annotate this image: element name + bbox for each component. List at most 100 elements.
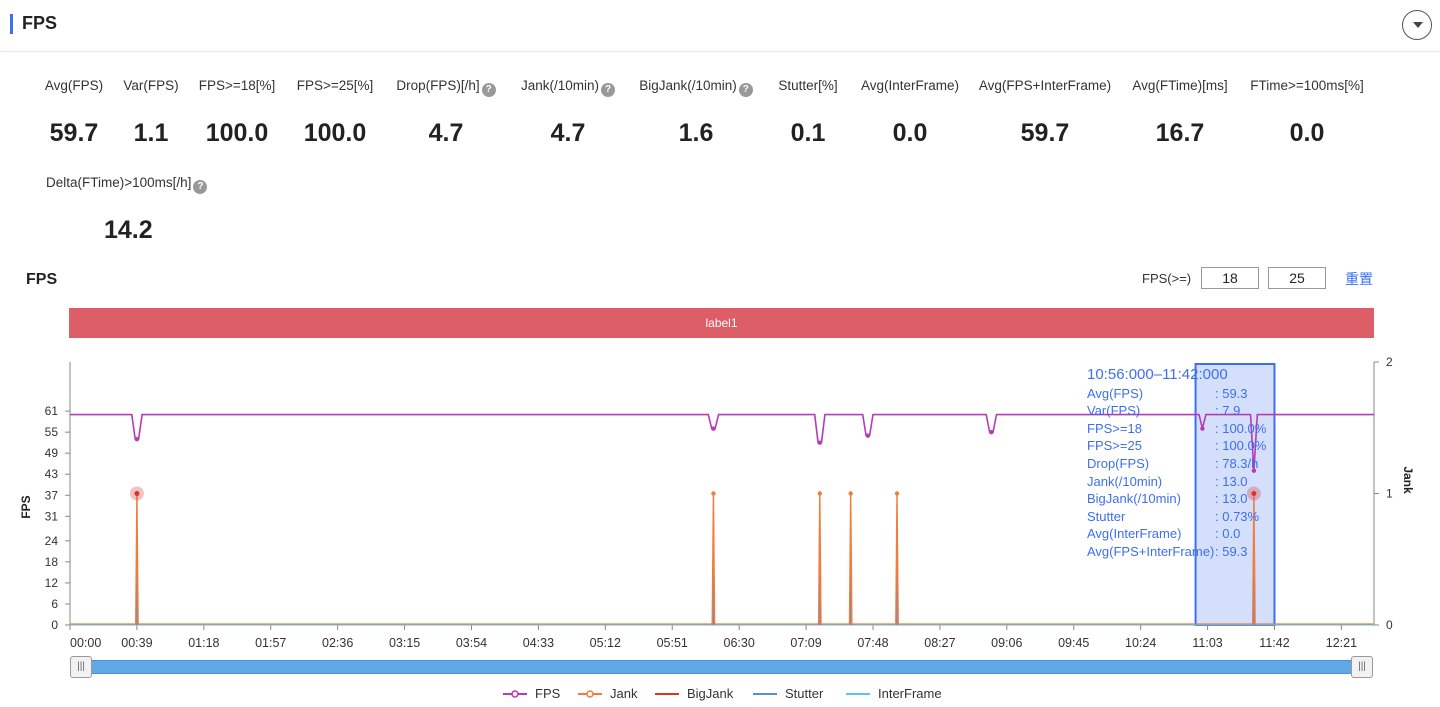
zoom-slider-left-handle[interactable]: ||| [70,656,92,678]
legend-line-icon [753,693,777,695]
fps-dip-point [711,426,716,431]
zoom-slider-track[interactable] [70,660,1373,674]
y-tick-label: 6 [51,597,58,611]
y-tick-label: 37 [45,488,59,502]
tooltip-row: Drop(FPS): 78.3/h [1087,455,1258,473]
x-tick-label: 12:21 [1326,636,1357,650]
tooltip-row: BigJank(/10min) : 13.0 [1087,490,1248,508]
metric-label-text: Avg(FTime)[ms] [1132,78,1228,93]
legend-line-icon [503,690,527,698]
tooltip-key: BigJank(/10min) [1087,491,1181,507]
x-tick-label: 01:18 [188,636,219,650]
y-tick-label: 61 [45,404,59,418]
legend-line-icon [578,690,602,698]
y-tick-label: 24 [45,534,59,548]
fps-dip-point [1200,426,1205,431]
metric-label-text: Avg(FPS) [44,78,104,93]
help-icon[interactable]: ? [193,180,208,194]
metric-value: 0.1 [790,119,826,147]
tooltip-row: Stutter: 0.73% [1087,508,1259,526]
help-icon[interactable]: ? [481,83,496,97]
fps-series-line [70,413,1374,471]
x-tick-label: 04:33 [523,636,554,650]
metric-1: Var(FPS) 1.1 [66,77,236,148]
header-accent-bar [10,14,13,34]
legend-line-icon [846,693,870,695]
x-tick-label: 07:09 [790,636,821,650]
metric-label-text: BigJank(/10min) [639,78,737,93]
metric-11: FTime>=100ms[%] 0.0 [1222,77,1392,148]
tooltip-value: : 78.3/h [1215,455,1259,471]
tooltip-row: Jank(/10min): 13.0 [1087,473,1248,491]
metric-value: 100.0 [205,119,269,147]
threshold-high-input[interactable] [1268,267,1326,289]
x-tick-label: 03:15 [389,636,420,650]
bigjank-point [134,491,140,496]
metric-label-text: Delta(FTime)>100ms[/h] [46,175,192,190]
x-tick-label: 09:45 [1058,636,1089,650]
metric-5: Jank(/10min)? 4.7 [483,77,653,148]
tooltip-value: : 100.0% [1215,438,1267,454]
jank-point [848,491,853,496]
tooltip-key: Jank(/10min) [1087,473,1163,489]
x-tick-label: 05:12 [590,636,621,650]
x-tick-label: 09:06 [991,636,1022,650]
tooltip-value: : 13.0 [1215,491,1248,507]
y-tick-label: 43 [45,467,59,481]
y2-tick-label: 2 [1386,355,1393,369]
help-icon[interactable]: ? [601,83,616,97]
y-tick-label: 12 [45,576,59,590]
metric-label-text: Avg(FPS+InterFrame) [978,78,1112,93]
metric-value: 14.2 [104,216,153,244]
page-title: FPS [22,13,58,33]
x-tick-label: 07:48 [857,636,888,650]
metric-label: Var(FPS) [66,77,236,95]
metric-label: Avg(FPS+InterFrame) [960,77,1130,95]
tooltip-value: : 59.3 [1215,385,1248,401]
tooltip-value: : 100.0% [1215,420,1267,436]
metric-4: Drop(FPS)[/h]? 4.7 [361,77,531,148]
x-tick-label: 11:03 [1192,636,1222,650]
fps-dip-point [817,440,822,445]
metric-label: Stutter[%] [723,77,893,95]
zoom-slider-right-handle[interactable]: ||| [1351,656,1373,678]
metric-8: Avg(InterFrame) 0.0 [825,77,995,148]
tooltip-key: Stutter [1087,508,1126,524]
tooltip-row: Var(FPS): 7.9 [1087,402,1240,420]
tooltip-value: : 7.9 [1215,403,1241,419]
fps-dip-point [134,436,140,442]
chevron-down-icon [1413,22,1423,28]
y2-axis-label: Jank [1401,466,1415,494]
metric-2: FPS>=18[%] 100.0 [152,77,322,148]
metric-label-text: Avg(InterFrame) [860,78,960,93]
tooltip-row: FPS>=25: 100.0% [1087,437,1266,455]
tooltip-row: Avg(InterFrame): 0.0 [1087,525,1240,543]
reset-link[interactable]: 重置 [1345,271,1373,287]
x-tick-label: 06:30 [724,636,755,650]
jank-point [711,491,716,496]
metric-label-text: FPS>=18[%] [198,78,276,93]
metric-label-text: FTime>=100ms[%] [1250,78,1364,93]
label-bar[interactable]: label1 [69,308,1374,338]
metric-7: Stutter[%] 0.1 [723,77,893,148]
x-tick-label: 01:57 [255,636,286,650]
metric-label: BigJank(/10min)? [611,77,781,97]
y-tick-label: 55 [45,425,59,439]
page-header: FPS [0,0,1440,52]
tooltip-key: Avg(FPS+InterFrame) [1087,543,1215,559]
metric-9: Avg(FPS+InterFrame) 59.7 [960,77,1130,148]
metric-label-text: FPS>=25[%] [296,78,374,93]
metric-value: 0.0 [892,119,928,147]
threshold-low-input[interactable] [1201,267,1259,289]
collapse-button[interactable] [1402,10,1432,40]
x-tick-label: 08:27 [924,636,955,650]
fps-dip-point [989,429,994,435]
legend-label: InterFrame [878,686,942,701]
metric-label: Delta(FTime)>100ms[/h]? [46,174,212,194]
metric-12: Delta(FTime)>100ms[/h]? 14.2 [46,174,212,245]
metric-value: 59.7 [49,119,99,147]
fps-dip-point [865,433,871,438]
metric-value: 1.1 [133,119,169,147]
help-icon[interactable]: ? [738,83,753,97]
